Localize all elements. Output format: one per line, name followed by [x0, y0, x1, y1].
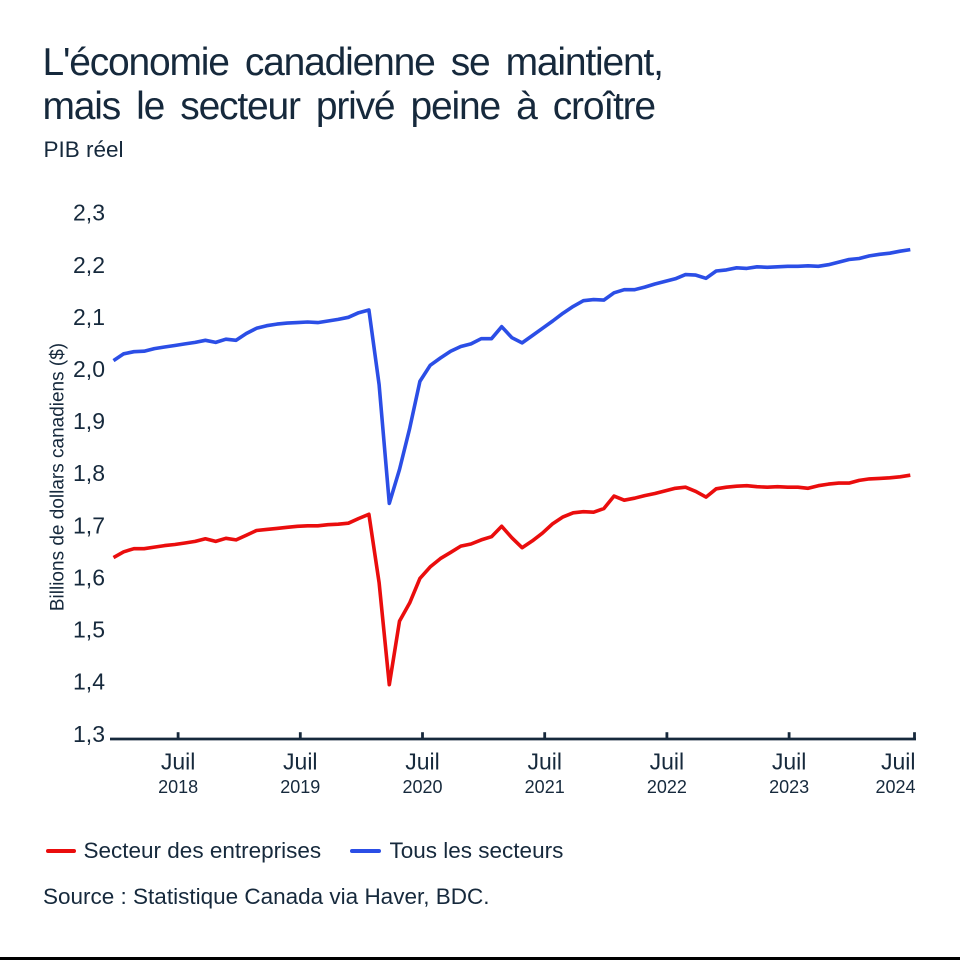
- svg-text:1,9: 1,9: [73, 408, 105, 434]
- svg-text:Juil: Juil: [527, 749, 562, 775]
- svg-text:Juil: Juil: [772, 749, 807, 775]
- svg-text:Juil: Juil: [650, 749, 685, 775]
- svg-text:2,3: 2,3: [73, 200, 105, 226]
- svg-text:1,5: 1,5: [73, 617, 105, 643]
- svg-text:Juil: Juil: [161, 749, 196, 775]
- svg-text:2024: 2024: [875, 777, 915, 797]
- svg-text:2019: 2019: [280, 777, 320, 797]
- svg-text:1,4: 1,4: [73, 669, 105, 695]
- svg-text:Juil: Juil: [405, 749, 440, 775]
- svg-text:Juil: Juil: [881, 749, 916, 775]
- svg-text:2021: 2021: [525, 777, 565, 797]
- svg-text:1,6: 1,6: [73, 565, 105, 591]
- svg-text:2,2: 2,2: [73, 252, 105, 278]
- svg-text:2,1: 2,1: [73, 304, 105, 330]
- svg-text:Juil: Juil: [283, 749, 318, 775]
- svg-text:2020: 2020: [402, 777, 442, 797]
- svg-text:Billions de dollars canadiens: Billions de dollars canadiens ($): [48, 343, 69, 611]
- svg-text:1,7: 1,7: [73, 512, 105, 538]
- svg-text:2,0: 2,0: [73, 356, 105, 382]
- svg-text:1,3: 1,3: [73, 721, 105, 747]
- svg-text:1,8: 1,8: [73, 460, 105, 486]
- svg-text:2023: 2023: [769, 777, 809, 797]
- svg-text:2022: 2022: [647, 777, 687, 797]
- svg-text:2018: 2018: [158, 777, 198, 797]
